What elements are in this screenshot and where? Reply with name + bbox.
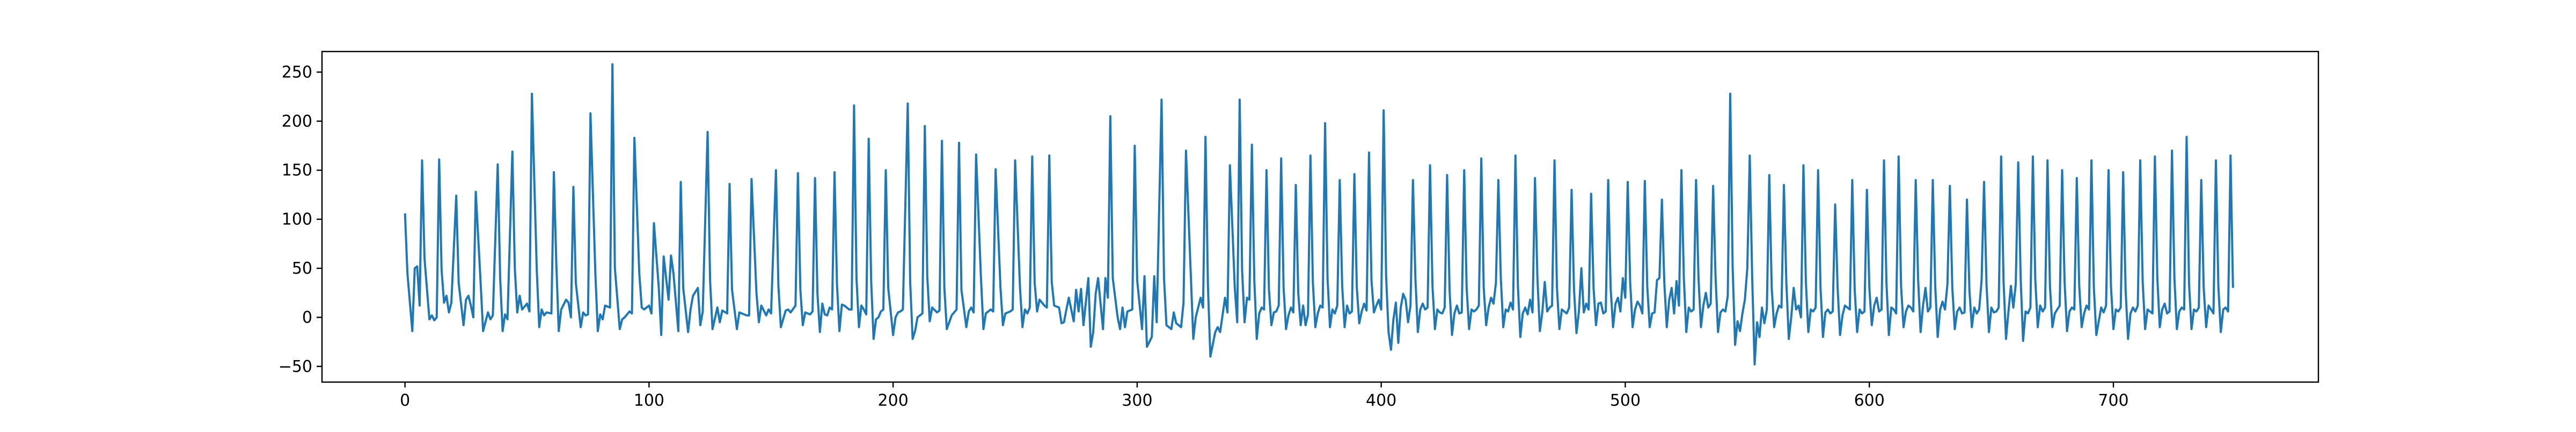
y-tick-label: 50 [292, 259, 312, 278]
x-tick-label: 500 [1610, 391, 1641, 410]
y-tick-label: 150 [282, 161, 312, 180]
y-tick-label: −50 [279, 357, 312, 376]
y-tick-label: 250 [282, 63, 312, 82]
plot-frame [321, 50, 2319, 383]
x-tick-label: 100 [634, 391, 664, 410]
x-tick-label: 300 [1122, 391, 1152, 410]
x-tick-label: 400 [1366, 391, 1396, 410]
x-tick-label: 200 [878, 391, 909, 410]
plot-area [404, 63, 2234, 366]
x-tick-label: 600 [1854, 391, 1885, 410]
y-tick-label: 0 [302, 308, 312, 327]
y-tick-label: 200 [282, 112, 312, 131]
x-tick-label: 0 [400, 391, 410, 410]
y-tick-label: 100 [282, 210, 312, 229]
x-tick-label: 700 [2098, 391, 2128, 410]
series-line-0 [404, 63, 2234, 366]
axes: 0 100 200 300 400 500 600 700 −50 0 50 100 150 200 250 [279, 50, 2319, 410]
